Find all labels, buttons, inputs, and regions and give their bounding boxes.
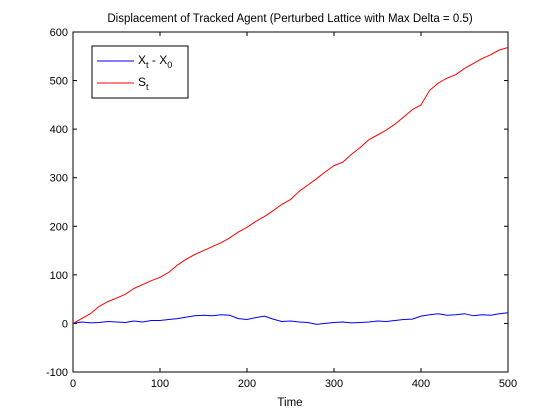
y-tick-label: 400	[50, 124, 68, 136]
y-tick-label: 500	[50, 76, 68, 88]
x-tick-label: 100	[151, 378, 169, 390]
legend-label-x-displacement: Xt - X0	[138, 53, 172, 70]
y-tick-label: 200	[50, 221, 68, 233]
y-tick-label: 100	[50, 270, 68, 282]
x-tick-label: 200	[238, 378, 256, 390]
x-tick-label: 0	[70, 378, 76, 390]
x-tick-label: 400	[412, 378, 430, 390]
legend-label-s: St	[138, 75, 149, 92]
series-line-s	[72, 47, 509, 324]
y-axis: -100 0 100 200 300 400 500 600	[46, 27, 508, 379]
series-line-x-displacement	[72, 312, 509, 325]
y-tick-label: -100	[46, 367, 68, 379]
x-axis: 0 100 200 300 400 500	[70, 32, 517, 390]
x-axis-label: Time	[277, 397, 302, 409]
y-tick-label: 0	[62, 318, 68, 330]
chart-title: Displacement of Tracked Agent (Perturbed…	[107, 13, 472, 25]
y-tick-label: 600	[50, 27, 68, 39]
y-tick-label: 300	[50, 173, 68, 185]
legend-box	[91, 45, 189, 99]
x-tick-label: 500	[499, 378, 517, 390]
x-tick-label: 300	[325, 378, 343, 390]
legend: Xt - X0 St	[91, 45, 189, 99]
series-lines	[72, 47, 509, 325]
